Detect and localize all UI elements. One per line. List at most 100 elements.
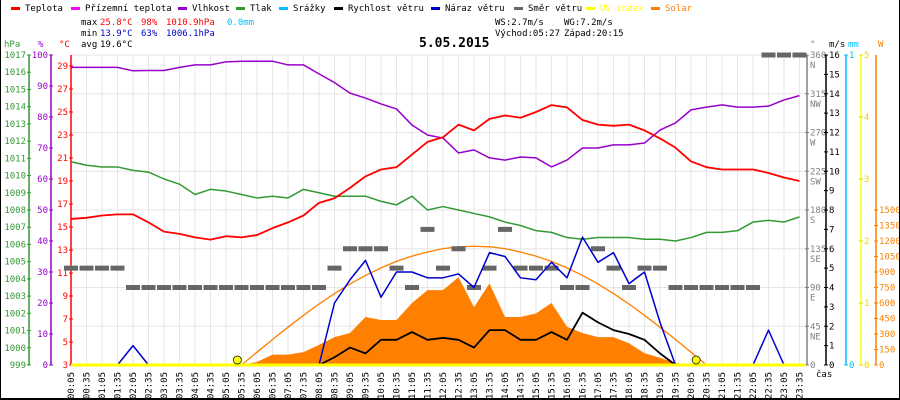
x-tick-label: 15:35 [548, 372, 558, 399]
wind-direction-mark [157, 285, 171, 290]
temperature-line [70, 104, 800, 241]
legend-swatch [431, 7, 440, 10]
direction-name-label: S [810, 216, 815, 226]
legend-label: Směr větru [528, 4, 583, 14]
wind-direction-mark [265, 285, 280, 290]
humidity-tick-label: 40 [37, 237, 48, 247]
wind-direction-mark [575, 285, 590, 290]
humidity-tick-label: 90 [37, 82, 48, 92]
pressure-tick-label: 1009 [4, 189, 26, 199]
temperature-tick-label: 7 [63, 315, 68, 325]
direction-name-label: E [810, 294, 815, 304]
temperature-tick-label: 27 [57, 85, 68, 95]
direction-tick-label: 135 [810, 245, 826, 255]
chart-title: 5.05.2015 [419, 36, 490, 51]
wind-direction-mark [699, 285, 714, 290]
temperature-tick-label: 15 [57, 223, 68, 233]
solar-area [71, 277, 800, 365]
legend-swatch [178, 7, 187, 10]
x-tick-label: 14:35 [517, 372, 527, 399]
temperature-tick-label: 17 [57, 200, 68, 210]
temperature-tick-label: 9 [63, 292, 68, 302]
wind-direction-mark [637, 265, 652, 271]
wind-direction-mark [110, 265, 125, 271]
wind-direction-mark [792, 52, 807, 58]
direction-name-label: NE [810, 332, 821, 342]
pressure-tick-label: 1006 [4, 240, 26, 250]
pressure-tick-label: 1008 [4, 206, 26, 216]
wind-direction-mark [95, 265, 109, 271]
direction-tick-label: 315 [810, 90, 826, 100]
x-tick-label: 13:35 [486, 372, 496, 399]
legend-item-0: Teplota [11, 3, 63, 15]
rain-tick-label: 1 [849, 51, 854, 61]
x-tick-label: 02:35 [145, 372, 155, 399]
direction-tick-label: 180 [810, 206, 826, 216]
temperature-tick-label: 23 [57, 131, 68, 141]
x-tick-label: 21:05 [718, 372, 728, 399]
wind-tick-label: 9 [829, 187, 834, 197]
wind-direction-mark [126, 285, 140, 290]
stats-rain: 0.0mm [227, 18, 255, 28]
stats-min-label: min [81, 29, 98, 39]
wind-tick-label: 14 [829, 90, 840, 100]
x-tick-label: 00:35 [83, 372, 93, 399]
uv-tick-label: 0 [864, 361, 869, 371]
solar-tick-label: 150 [879, 346, 895, 356]
temperature-unit-label: °C [59, 40, 70, 50]
legend-label: Rychlost větru [348, 4, 424, 14]
x-tick-label: 00:05 [67, 372, 77, 399]
direction-name-label: SE [810, 255, 821, 265]
legend-swatch [586, 7, 595, 10]
temperature-tick-label: 3 [63, 361, 68, 371]
direction-name-label: SW [810, 177, 821, 187]
wind-unit-label: m/s [829, 40, 845, 50]
x-tick-label: 11:05 [408, 372, 418, 399]
pressure-tick-label: 1012 [4, 137, 26, 147]
pressure-tick-label: 999 [10, 361, 26, 371]
uv-tick-label: 2 [864, 237, 869, 247]
direction-name-label: NW [810, 100, 821, 110]
pressure-line [70, 161, 800, 242]
humidity-tick-label: 80 [37, 113, 48, 123]
humidity-tick-label: 10 [37, 330, 48, 340]
x-tick-label: 08:05 [315, 372, 325, 399]
humidity-tick-label: 60 [37, 175, 48, 185]
uv-tick-label: 1 [864, 299, 869, 309]
wind-direction-mark [544, 265, 559, 271]
wind-tick-label: 7 [829, 225, 834, 235]
x-tick-label: 06:35 [269, 372, 279, 399]
legend-swatch [71, 7, 80, 10]
x-tick-label: 03:35 [176, 372, 186, 399]
wind-tick-label: 11 [829, 148, 840, 158]
humidity-unit-label: % [38, 40, 44, 50]
x-tick-label: 18:05 [625, 372, 635, 399]
uv-tick-label: 4 [864, 113, 869, 123]
temperature-tick-label: 11 [57, 269, 68, 279]
stats-max-press: 1010.9hPa [166, 18, 215, 28]
wind-direction-mark [343, 246, 357, 252]
solar-tick-label: 0 [879, 361, 884, 371]
x-tick-label: 10:35 [393, 372, 403, 399]
solar-tick-label: 300 [879, 330, 895, 340]
legend-item-3: Tlak [236, 3, 272, 15]
x-tick-label: 11:35 [424, 372, 434, 399]
humidity-tick-label: 30 [37, 268, 48, 278]
x-tick-label: 01:35 [114, 372, 124, 399]
x-tick-label: 15:05 [532, 372, 542, 399]
wind-tick-label: 5 [829, 264, 834, 274]
legend-swatch [279, 7, 288, 10]
legend-item-1: Přízemní teplota [71, 3, 172, 15]
wind-tick-label: 3 [829, 303, 834, 313]
temperature-tick-label: 25 [57, 108, 68, 118]
x-tick-label: 08:35 [331, 372, 341, 399]
direction-tick-label: 90 [810, 284, 821, 294]
stats-max-label: max [81, 18, 98, 28]
pressure-tick-label: 1001 [4, 327, 26, 337]
solar-tick-label: 1200 [879, 237, 900, 247]
stats-sunset: Západ:20:15 [564, 29, 624, 39]
legend-swatch [11, 7, 20, 10]
wind-direction-mark [730, 285, 745, 290]
solar-tick-label: 1350 [879, 222, 900, 232]
